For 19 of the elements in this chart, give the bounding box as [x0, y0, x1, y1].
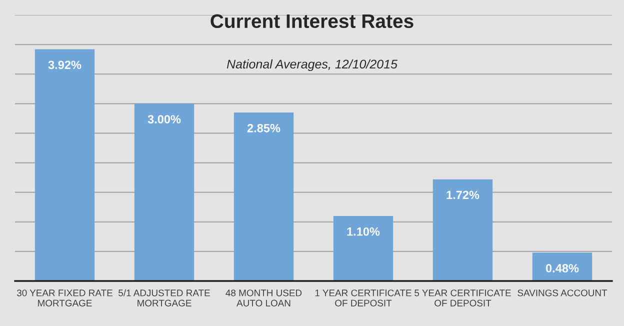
data-label: 3.92%	[48, 60, 82, 70]
data-label: 3.00%	[148, 115, 181, 124]
data-label: 0.48%	[546, 264, 579, 272]
chart-title: Current Interest Rates	[210, 14, 414, 28]
x-tick-label: 1 YEAR CERTIFICATE OF DEPOSIT	[315, 290, 412, 306]
bar	[432, 179, 493, 281]
data-label: 2.85%	[247, 124, 280, 132]
x-tick-label: 5/1 ADJUSTED RATE MORTGAGE	[118, 289, 210, 306]
bar	[134, 104, 194, 281]
x-tick-label: SAVINGS ACCOUNT	[518, 290, 608, 296]
x-tick-label: 30 YEAR FIXED RATE MORTGAGE	[16, 290, 112, 306]
text: National Averages, 12/10/2015	[226, 59, 398, 72]
bar	[234, 112, 294, 281]
bar	[333, 216, 394, 281]
x-tick-label: 5 YEAR CERTIFICATE OF DEPOSIT	[414, 290, 511, 306]
x-tick-label: 48 MONTH USED AUTO LOAN	[226, 290, 302, 306]
data-label: 1.10%	[347, 227, 380, 236]
data-label: 1.72%	[446, 190, 480, 200]
bar	[34, 49, 95, 281]
